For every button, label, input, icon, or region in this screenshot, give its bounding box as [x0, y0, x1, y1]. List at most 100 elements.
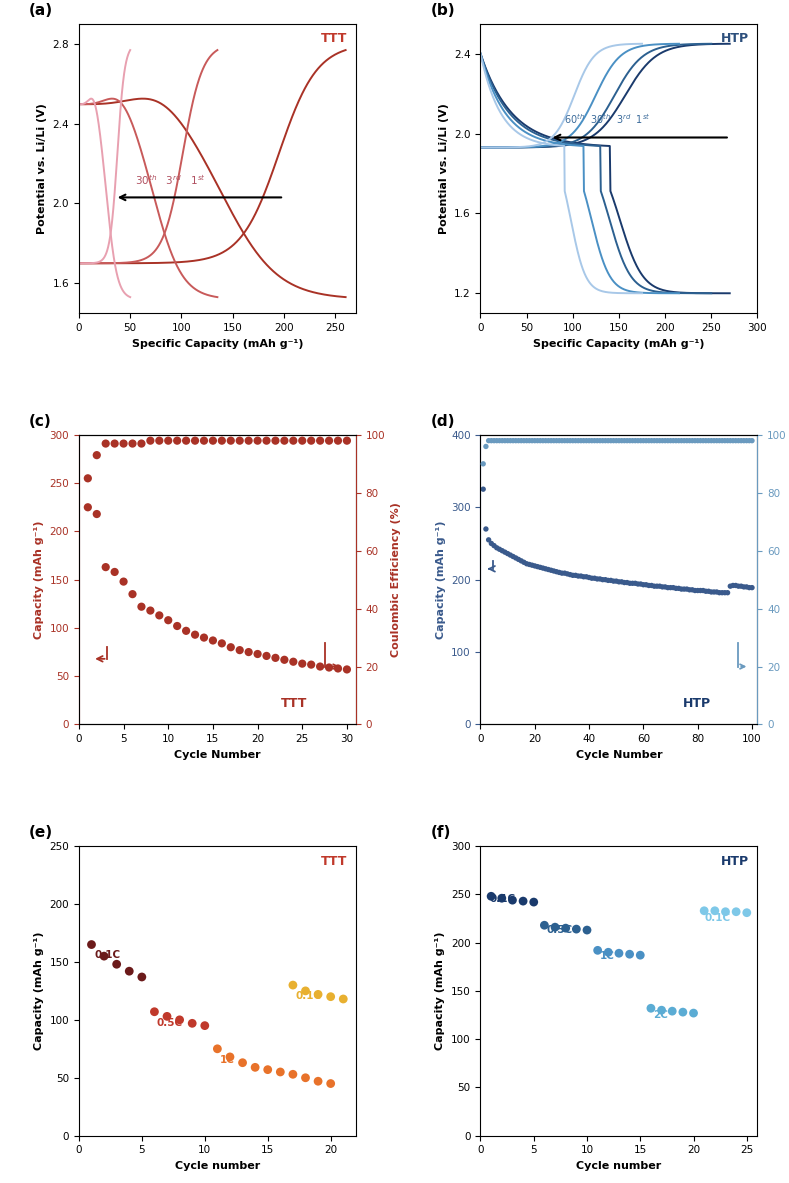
Point — [664, 432, 677, 451]
Point — [223, 1047, 236, 1066]
Point — [299, 1068, 312, 1087]
Point — [323, 658, 335, 677]
Point — [583, 432, 596, 451]
Point — [666, 1002, 679, 1021]
Text: HTP: HTP — [682, 697, 711, 710]
Point — [287, 652, 300, 671]
Point — [207, 631, 219, 649]
Text: 0.5C: 0.5C — [547, 925, 573, 935]
Point — [681, 432, 694, 451]
Point — [110, 955, 123, 974]
Point — [567, 565, 579, 584]
Point — [618, 573, 630, 592]
Text: 1C: 1C — [220, 1055, 235, 1065]
Point — [491, 432, 503, 451]
Y-axis label: Capacity (mAh g⁻¹): Capacity (mAh g⁻¹) — [436, 521, 446, 639]
Point — [520, 555, 533, 574]
Point — [740, 432, 753, 451]
Point — [602, 943, 615, 962]
Point — [716, 432, 728, 451]
Point — [564, 565, 577, 584]
Point — [501, 432, 514, 451]
Point — [746, 432, 758, 451]
Point — [548, 432, 560, 451]
Text: 0.1C: 0.1C — [704, 913, 731, 924]
Point — [555, 432, 568, 451]
Point — [572, 567, 585, 586]
X-axis label: Specific Capacity (mAh g⁻¹): Specific Capacity (mAh g⁻¹) — [533, 338, 705, 349]
Point — [574, 567, 587, 586]
Point — [171, 616, 184, 635]
Point — [305, 432, 317, 451]
X-axis label: Cycle number: Cycle number — [174, 1161, 260, 1171]
Point — [81, 498, 94, 517]
Point — [713, 432, 726, 451]
Point — [540, 432, 552, 451]
Point — [735, 432, 747, 451]
Point — [689, 581, 701, 600]
Point — [721, 583, 734, 602]
Point — [477, 480, 489, 499]
Point — [136, 968, 148, 987]
Point — [578, 432, 590, 451]
Point — [591, 940, 604, 959]
Point — [531, 432, 544, 451]
Point — [236, 1053, 249, 1072]
Point — [324, 987, 337, 1006]
Point — [691, 432, 704, 451]
Text: HTP: HTP — [721, 32, 749, 45]
Point — [249, 1058, 261, 1077]
Point — [709, 901, 721, 920]
Point — [85, 935, 98, 953]
Point — [659, 577, 671, 596]
Point — [708, 432, 720, 451]
Point — [525, 432, 538, 451]
Point — [242, 642, 255, 661]
Text: 0.1C: 0.1C — [489, 894, 515, 904]
Point — [198, 432, 211, 451]
Point — [296, 654, 308, 673]
Point — [126, 434, 139, 453]
Point — [621, 573, 634, 592]
Text: TTT: TTT — [321, 32, 347, 45]
Point — [561, 432, 574, 451]
Point — [661, 432, 674, 451]
Point — [331, 432, 344, 451]
Text: (c): (c) — [29, 414, 52, 429]
Point — [593, 432, 606, 451]
Point — [496, 542, 509, 561]
Point — [542, 560, 555, 578]
Point — [608, 571, 620, 590]
Point — [746, 578, 758, 597]
Point — [496, 432, 509, 451]
Point — [683, 581, 696, 600]
Point — [482, 530, 495, 549]
Point — [123, 962, 136, 981]
Point — [612, 432, 625, 451]
Point — [515, 551, 528, 570]
Point — [482, 432, 495, 451]
Point — [189, 432, 201, 451]
Point — [640, 575, 653, 594]
Point — [716, 583, 728, 602]
Point — [260, 646, 273, 665]
Point — [623, 432, 636, 451]
Point — [312, 985, 324, 1004]
Point — [738, 577, 750, 596]
Point — [727, 432, 739, 451]
Point — [162, 432, 174, 451]
Text: TTT: TTT — [321, 855, 347, 868]
Point — [507, 547, 519, 565]
Point — [602, 571, 615, 590]
Point — [91, 505, 103, 524]
Point — [477, 454, 489, 473]
Point — [681, 580, 694, 599]
Point — [99, 557, 112, 576]
Point — [559, 563, 571, 582]
Point — [287, 432, 300, 451]
Point — [499, 432, 511, 451]
Point — [512, 432, 525, 451]
Text: HTP: HTP — [721, 855, 749, 868]
Point — [578, 568, 590, 587]
Point — [702, 432, 715, 451]
